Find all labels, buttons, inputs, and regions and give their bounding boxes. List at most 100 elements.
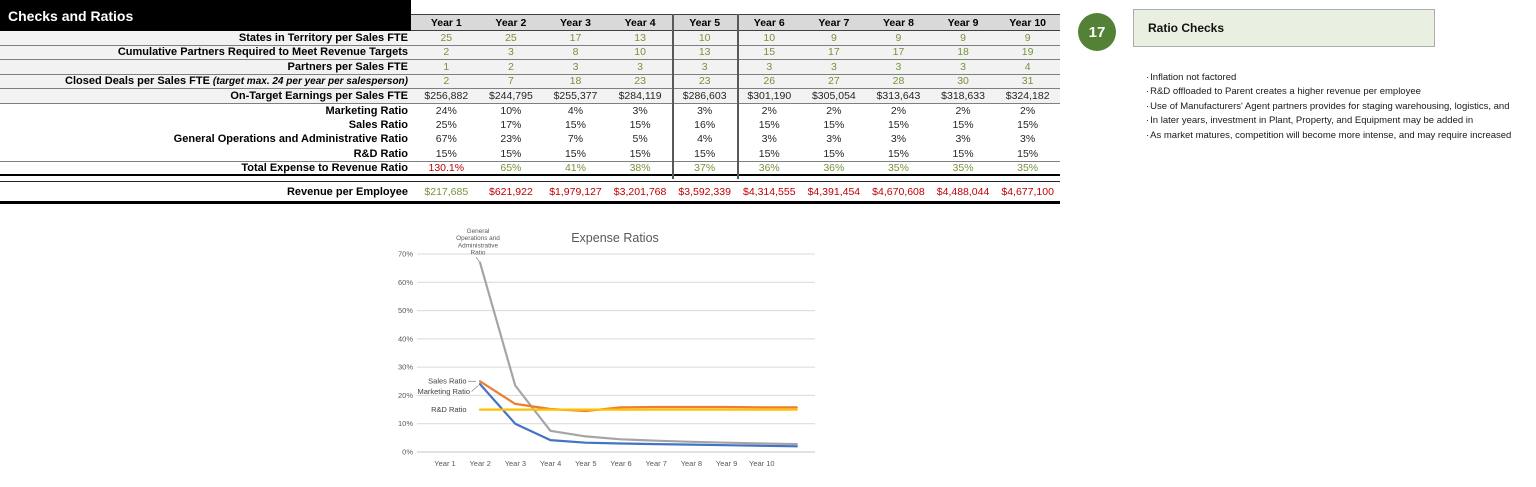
- year-header-cell-10[interactable]: Year 10: [1009, 16, 1047, 29]
- value-cell[interactable]: 17: [828, 46, 840, 59]
- value-cell[interactable]: 3%: [632, 104, 648, 117]
- row-label[interactable]: R&D Ratio: [353, 147, 408, 160]
- value-cell[interactable]: 10: [634, 46, 646, 59]
- value-cell[interactable]: 2: [443, 46, 450, 59]
- value-cell[interactable]: 8: [572, 46, 579, 59]
- value-cell[interactable]: 15%: [887, 119, 909, 132]
- value-cell[interactable]: 4: [1024, 60, 1031, 73]
- expense-ratios-chart[interactable]: 0% 10% 20% 30% 40% 50% 60% 70% Year 1 Year 2 Year …: [395, 224, 835, 482]
- value-cell[interactable]: 28: [892, 75, 905, 88]
- value-cell[interactable]: 36%: [823, 162, 845, 175]
- value-cell[interactable]: $4,314,555: [742, 185, 796, 198]
- value-cell[interactable]: 10%: [500, 104, 522, 117]
- value-cell[interactable]: 15%: [1017, 147, 1039, 160]
- value-cell[interactable]: $217,685: [424, 185, 469, 198]
- value-cell[interactable]: $3,201,768: [613, 185, 667, 198]
- value-cell[interactable]: 3%: [697, 104, 713, 117]
- row-label[interactable]: States in Territory per Sales FTE: [238, 31, 408, 44]
- value-cell[interactable]: 24%: [435, 104, 457, 117]
- value-cell[interactable]: 26: [763, 75, 776, 88]
- value-cell[interactable]: $4,488,044: [936, 185, 990, 198]
- value-cell[interactable]: 10: [763, 31, 776, 44]
- value-cell[interactable]: 65%: [500, 162, 522, 175]
- value-cell[interactable]: 2%: [761, 104, 777, 117]
- value-cell[interactable]: 15%: [435, 147, 457, 160]
- row-label[interactable]: Sales Ratio: [348, 119, 408, 132]
- value-cell[interactable]: 15%: [629, 119, 651, 132]
- value-cell[interactable]: 35%: [887, 162, 909, 175]
- value-cell[interactable]: 130.1%: [428, 162, 465, 175]
- value-cell[interactable]: 15%: [694, 147, 716, 160]
- row-label[interactable]: Total Expense to Revenue Ratio: [241, 162, 408, 175]
- value-cell[interactable]: $244,795: [488, 89, 533, 102]
- value-cell[interactable]: $4,670,608: [872, 185, 925, 198]
- value-cell[interactable]: $324,182: [1005, 89, 1050, 102]
- row-label[interactable]: Revenue per Employee: [286, 185, 408, 198]
- value-cell[interactable]: $1,979,127: [549, 185, 602, 198]
- value-cell[interactable]: 3%: [1020, 133, 1036, 146]
- value-cell[interactable]: 35%: [952, 162, 974, 175]
- value-cell[interactable]: 9: [960, 31, 966, 44]
- value-cell[interactable]: 17: [569, 31, 582, 44]
- value-cell[interactable]: 16%: [694, 119, 716, 132]
- value-cell[interactable]: 10: [698, 31, 711, 44]
- value-cell[interactable]: 3: [766, 60, 773, 73]
- value-cell[interactable]: 2: [507, 60, 514, 73]
- value-cell[interactable]: 37%: [694, 162, 716, 175]
- value-cell[interactable]: 2%: [890, 104, 907, 117]
- value-cell[interactable]: 13: [634, 31, 646, 44]
- value-cell[interactable]: 17%: [500, 119, 522, 132]
- year-header-cell-5[interactable]: Year 5: [689, 16, 721, 29]
- value-cell[interactable]: 35%: [1017, 162, 1039, 175]
- value-cell[interactable]: 9: [1024, 31, 1031, 44]
- value-cell[interactable]: 38%: [629, 162, 651, 175]
- value-cell[interactable]: 15%: [758, 119, 780, 132]
- value-cell[interactable]: 15%: [823, 147, 845, 160]
- row-label[interactable]: On-Target Earnings per Sales FTE: [230, 89, 408, 102]
- value-cell[interactable]: 4%: [567, 104, 584, 117]
- value-cell[interactable]: 15%: [758, 147, 780, 160]
- value-cell[interactable]: 9: [830, 31, 837, 44]
- value-cell[interactable]: 3: [572, 60, 579, 73]
- year-header-cell-1[interactable]: Year 1: [430, 16, 462, 29]
- value-cell[interactable]: 3: [830, 60, 837, 73]
- value-cell[interactable]: $4,391,454: [807, 185, 861, 198]
- value-cell[interactable]: 3%: [761, 133, 777, 146]
- value-cell[interactable]: 3: [507, 46, 514, 59]
- value-cell[interactable]: 15%: [1017, 119, 1039, 132]
- row-label[interactable]: Partners per Sales FTE: [287, 60, 408, 73]
- row-label[interactable]: Closed Deals per Sales FTE (target max. 2…: [65, 75, 408, 88]
- year-header-cell-9[interactable]: Year 9: [947, 16, 979, 29]
- value-cell[interactable]: 9: [895, 31, 902, 44]
- value-cell[interactable]: 23%: [500, 133, 522, 146]
- value-cell[interactable]: $313,643: [876, 89, 921, 102]
- value-cell[interactable]: 36%: [758, 162, 780, 175]
- value-cell[interactable]: 19: [1021, 46, 1034, 59]
- year-header-cell-4[interactable]: Year 4: [624, 16, 656, 29]
- value-cell[interactable]: 17: [892, 46, 905, 59]
- value-cell[interactable]: 2%: [955, 104, 971, 117]
- value-cell[interactable]: 15%: [564, 119, 586, 132]
- value-cell[interactable]: $286,603: [682, 89, 727, 102]
- value-cell[interactable]: 3: [960, 60, 966, 73]
- value-cell[interactable]: 18: [957, 46, 969, 59]
- value-cell[interactable]: $255,377: [553, 89, 598, 102]
- value-cell[interactable]: $305,054: [811, 89, 856, 102]
- value-cell[interactable]: 3: [895, 60, 902, 73]
- value-cell[interactable]: 15%: [952, 147, 974, 160]
- value-cell[interactable]: 15%: [952, 119, 974, 132]
- value-cell[interactable]: 7%: [567, 133, 584, 146]
- year-header-cell-3[interactable]: Year 3: [560, 16, 591, 29]
- value-cell[interactable]: 3%: [890, 133, 907, 146]
- row-label[interactable]: General Operations and Administrative Ra…: [173, 133, 408, 146]
- year-header-cell-6[interactable]: Year 6: [753, 16, 785, 29]
- value-cell[interactable]: 25: [440, 31, 453, 44]
- value-cell[interactable]: 23: [698, 75, 711, 88]
- value-cell[interactable]: 27: [828, 75, 840, 88]
- value-cell[interactable]: $3,592,339: [678, 185, 731, 198]
- value-cell[interactable]: 25: [505, 31, 517, 44]
- value-cell[interactable]: 3%: [955, 133, 971, 146]
- value-cell[interactable]: 31: [1021, 75, 1034, 88]
- value-cell[interactable]: 15%: [629, 147, 651, 160]
- value-cell[interactable]: 41%: [564, 162, 586, 175]
